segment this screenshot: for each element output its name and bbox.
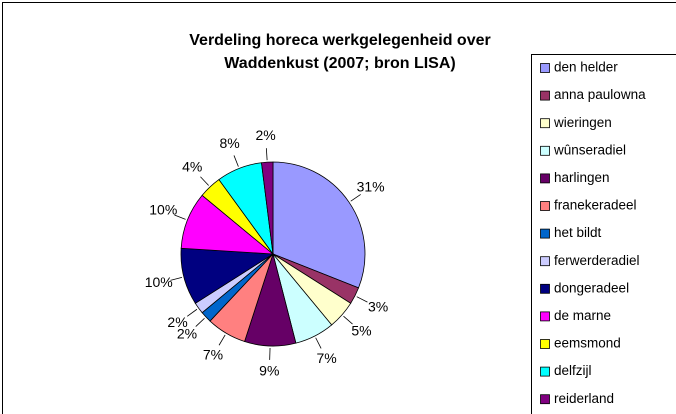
legend-label: den helder bbox=[554, 60, 618, 75]
legend-swatch bbox=[540, 256, 550, 267]
legend-label: franekeradeel bbox=[554, 198, 637, 213]
data-label: 5% bbox=[351, 323, 371, 339]
data-label: 9% bbox=[259, 363, 279, 379]
legend-label: de marne bbox=[554, 308, 611, 323]
leader-line bbox=[343, 315, 353, 325]
legend-label: anna paulowna bbox=[554, 87, 646, 102]
leader-line bbox=[356, 296, 368, 303]
chart-title: Verdeling horeca werkgelegenheid over bbox=[189, 32, 490, 49]
leader-line bbox=[170, 276, 183, 281]
legend-swatch bbox=[540, 339, 550, 349]
legend-swatch bbox=[540, 366, 550, 377]
leader-line bbox=[218, 334, 226, 346]
legend-label: delfzijl bbox=[554, 363, 592, 378]
data-label: 7% bbox=[203, 346, 223, 362]
legend-swatch bbox=[540, 145, 550, 156]
legend-label: wieringen bbox=[553, 115, 612, 130]
legend-label: wûnseradiel bbox=[553, 142, 626, 157]
legend-swatch bbox=[540, 63, 550, 73]
pie-slice bbox=[261, 161, 274, 255]
data-label: 10% bbox=[149, 201, 177, 217]
data-label: 8% bbox=[219, 135, 239, 151]
data-label: 3% bbox=[368, 298, 388, 314]
leader-line bbox=[265, 148, 268, 161]
data-label: 2% bbox=[255, 127, 275, 143]
data-label: 2% bbox=[167, 314, 187, 330]
data-label: 31% bbox=[357, 178, 385, 194]
legend-swatch bbox=[540, 311, 550, 322]
legend-label: ferwerderadiel bbox=[554, 253, 640, 268]
leader-line bbox=[233, 155, 239, 167]
legend-box bbox=[531, 54, 676, 414]
leader-line bbox=[187, 308, 198, 317]
leader-line bbox=[195, 318, 205, 327]
leader-line bbox=[200, 176, 209, 186]
data-label: 10% bbox=[145, 274, 173, 290]
leader-line bbox=[174, 214, 186, 220]
leader-line bbox=[350, 194, 361, 202]
legend-label: het bildt bbox=[554, 225, 602, 240]
pie-slice bbox=[272, 161, 366, 289]
legend-label: dongeradeel bbox=[554, 280, 629, 295]
legend-swatch bbox=[540, 201, 550, 211]
legend-swatch bbox=[540, 118, 550, 129]
leader-line bbox=[315, 337, 322, 349]
data-label: 7% bbox=[316, 350, 336, 366]
legend-label: reiderland bbox=[554, 391, 614, 406]
data-label: 4% bbox=[182, 159, 202, 175]
legend-swatch bbox=[540, 173, 550, 184]
chart-title: Waddenkust (2007; bron LISA) bbox=[224, 55, 455, 72]
legend-swatch bbox=[540, 394, 550, 405]
legend-label: eemsmond bbox=[554, 336, 621, 351]
legend-swatch bbox=[540, 90, 550, 101]
legend-label: harlingen bbox=[554, 170, 610, 185]
legend-swatch bbox=[540, 228, 550, 239]
legend-swatch bbox=[540, 283, 550, 294]
data-label: 2% bbox=[177, 325, 197, 341]
